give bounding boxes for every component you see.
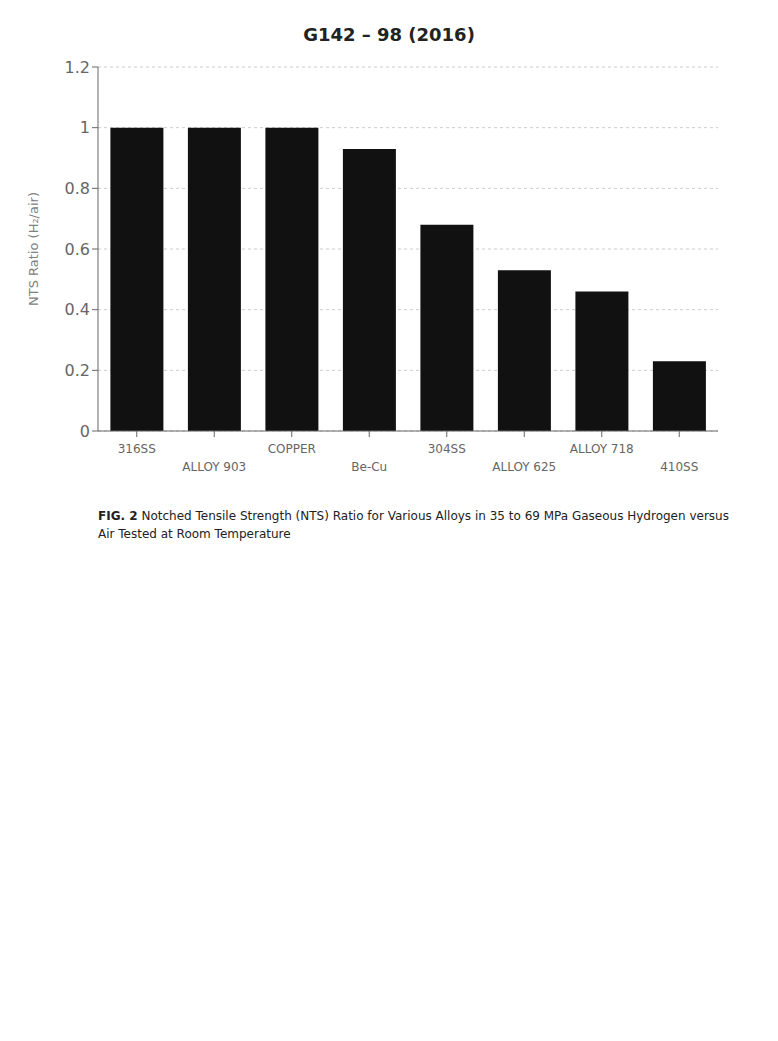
html-text:G142 – 98 (2016): G142 – 98 (2016) [303, 24, 475, 45]
svg-text:NTS Ratio (H₂/air): NTS Ratio (H₂/air) [26, 192, 41, 306]
svg-text:ALLOY 625: ALLOY 625 [492, 460, 556, 474]
html-text:FIG. 2 Notched Tensile Strengt: FIG. 2 Notched Tensile Strength (NTS) Ra… [98, 509, 729, 541]
svg-text:Be-Cu: Be-Cu [351, 460, 387, 474]
svg-text:304SS: 304SS [428, 442, 466, 456]
svg-text:316SS: 316SS [118, 442, 156, 456]
svg-text:410SS: 410SS [660, 460, 698, 474]
svg-text:1.2: 1.2 [65, 58, 90, 77]
svg-text:0.2: 0.2 [65, 361, 90, 380]
svg-text:0.4: 0.4 [65, 300, 90, 319]
svg-text:0.8: 0.8 [65, 179, 90, 198]
svg-text:COPPER: COPPER [268, 442, 316, 456]
svg-text:0.6: 0.6 [65, 240, 90, 259]
svg-text:ALLOY 718: ALLOY 718 [570, 442, 634, 456]
svg-text:0: 0 [80, 422, 90, 441]
svg-text:ALLOY 903: ALLOY 903 [182, 460, 246, 474]
svg-text:1: 1 [80, 118, 90, 137]
